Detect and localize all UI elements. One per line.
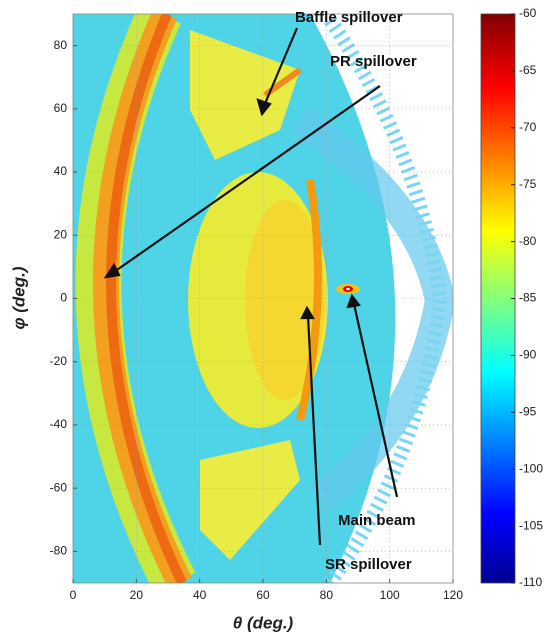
y-axis-label: φ (deg.) [9, 266, 28, 329]
colorbar-tick-label: -105 [519, 518, 543, 532]
colorbar-tick-label: -85 [519, 291, 537, 305]
x-tick-label: 120 [443, 588, 463, 602]
y-tick-label: 20 [54, 227, 68, 241]
y-tick-label: 80 [54, 38, 68, 52]
colorbar-tick-label: -90 [519, 348, 537, 362]
annotation: SR spillover [325, 556, 412, 573]
colorbar-tick-label: -60 [519, 6, 537, 20]
x-tick-label: 20 [130, 588, 144, 602]
y-tick-label: 60 [54, 101, 68, 115]
arrows [103, 27, 399, 546]
y-tick-label: 40 [54, 164, 68, 178]
x-tick-label: 60 [256, 588, 270, 602]
annotation: PR spillover [330, 53, 417, 70]
y-tick-label: -80 [50, 544, 68, 558]
y-tick-label: -40 [50, 417, 68, 431]
y-tick-label: -60 [50, 480, 68, 494]
annotation: Baffle spillover [295, 9, 403, 26]
annotation: Main beam [338, 512, 416, 529]
colorbar-tick-label: -75 [519, 177, 537, 191]
x-axis-label: θ (deg.) [233, 613, 294, 632]
x-tick-label: 100 [380, 588, 400, 602]
colorbar-tick-label: -80 [519, 234, 537, 248]
colorbar [480, 13, 516, 584]
heatmap-field [73, 14, 453, 583]
x-tick-label: 0 [70, 588, 77, 602]
y-tick-label: -20 [50, 354, 68, 368]
colorbar-tick-label: -65 [519, 63, 537, 77]
colorbar-tick-label: -70 [519, 120, 537, 134]
colorbar-tick-label: -110 [519, 575, 542, 589]
colorbar-tick-label: -100 [519, 461, 543, 475]
x-tick-label: 40 [193, 588, 207, 602]
colorbar-tick-label: -95 [519, 404, 537, 418]
x-tick-label: 80 [320, 588, 334, 602]
y-tick-label: 0 [60, 291, 67, 305]
